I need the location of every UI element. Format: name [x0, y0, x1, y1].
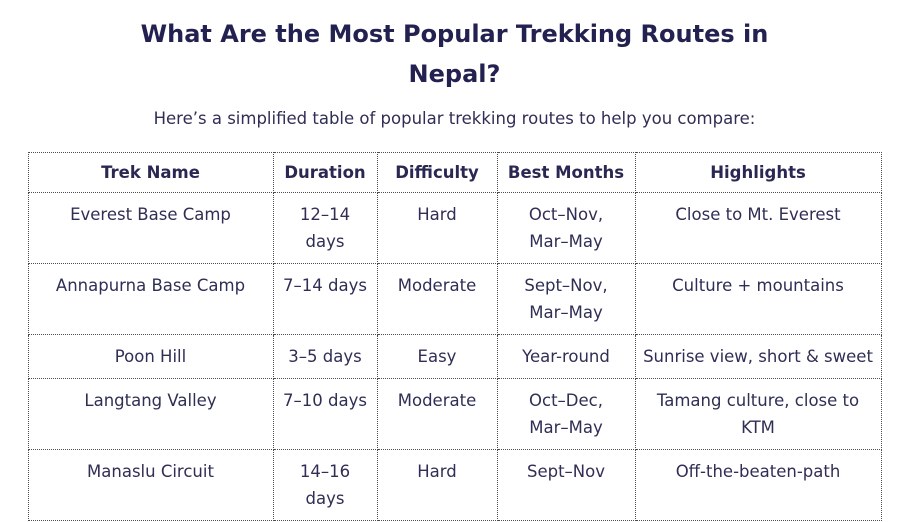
page-title: What Are the Most Popular Trekking Route… [140, 20, 769, 88]
column-header-best-months: Best Months [496, 152, 636, 193]
table-row: Annapurna Base Camp 7–14 days Moderate Sept… [27, 263, 882, 335]
table-cell: Off-the-beaten-path [634, 449, 882, 521]
column-header-duration: Duration [272, 152, 378, 193]
table-cell: 14–16 days [272, 449, 378, 521]
table-cell: Poon Hill [27, 334, 274, 379]
column-header-trek-name: Trek Name [27, 152, 274, 193]
table-cell: Hard [376, 192, 498, 264]
table-row: Poon Hill 3–5 days Easy Year-round Sunrise v… [27, 334, 882, 379]
table-cell: Sept–Nov [496, 449, 636, 521]
table-cell: Manaslu Circuit [27, 449, 274, 521]
table-cell: Close to Mt. Everest [634, 192, 882, 264]
column-header-highlights: Highlights [634, 152, 882, 193]
table-cell: Tamang culture, close to KTM [634, 378, 882, 450]
table-cell: 7–14 days [272, 263, 378, 335]
table-cell: 12–14 days [272, 192, 378, 264]
table-cell: Oct–Nov, Mar–May [496, 192, 636, 264]
table-row: Langtang Valley 7–10 days Moderate Oct–Dec,… [27, 378, 882, 450]
table-row: Manaslu Circuit 14–16 days Hard Sept–Nov Off… [27, 449, 882, 521]
table-cell: Annapurna Base Camp [27, 263, 274, 335]
trekking-routes-table: Trek Name Duration Difficulty Best Months Hi… [27, 152, 882, 521]
table-cell: Moderate [376, 263, 498, 335]
table-cell: Langtang Valley [27, 378, 274, 450]
table-cell: Hard [376, 449, 498, 521]
table-cell: Sept–Nov, Mar–May [496, 263, 636, 335]
table-cell: Year-round [496, 334, 636, 379]
table-cell: Easy [376, 334, 498, 379]
table-cell: 7–10 days [272, 378, 378, 450]
table-header-row: Trek Name Duration Difficulty Best Months Hi… [27, 152, 882, 193]
table-cell: Everest Base Camp [27, 192, 274, 264]
table-cell: Culture + mountains [634, 263, 882, 335]
table-cell: Sunrise view, short & sweet [634, 334, 882, 379]
column-header-difficulty: Difficulty [376, 152, 498, 193]
table-cell: Moderate [376, 378, 498, 450]
table-body: Everest Base Camp 12–14 days Hard Oct–Nov, … [27, 192, 882, 521]
table-cell: 3–5 days [272, 334, 378, 379]
table-cell: Oct–Dec, Mar–May [496, 378, 636, 450]
table-row: Everest Base Camp 12–14 days Hard Oct–Nov, … [27, 192, 882, 264]
page-subtitle: Here’s a simplified table of popular tre… [153, 109, 756, 128]
